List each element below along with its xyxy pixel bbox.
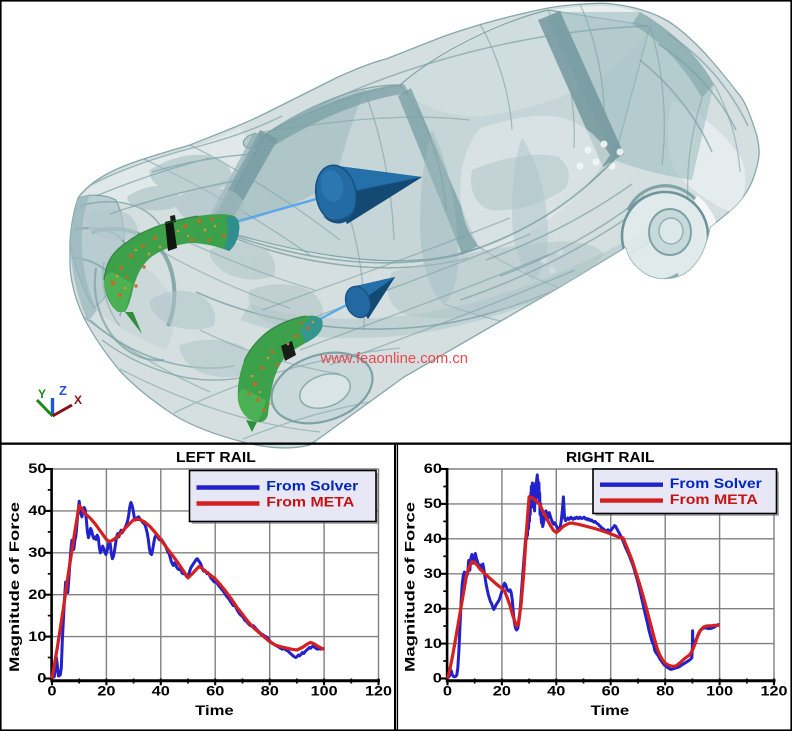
svg-text:30: 30 — [28, 544, 46, 560]
svg-text:10: 10 — [28, 628, 46, 644]
svg-text:From META: From META — [266, 495, 354, 510]
svg-text:20: 20 — [28, 586, 46, 602]
svg-text:60: 60 — [424, 460, 442, 476]
svg-text:0: 0 — [433, 670, 442, 686]
svg-text:60: 60 — [602, 682, 620, 698]
svg-text:www.feaonline.com.cn: www.feaonline.com.cn — [320, 350, 468, 367]
svg-text:20: 20 — [493, 682, 511, 698]
svg-text:Y: Y — [38, 387, 46, 401]
svg-text:80: 80 — [656, 682, 674, 698]
svg-text:40: 40 — [547, 682, 565, 698]
svg-text:Time: Time — [195, 702, 234, 718]
svg-text:40: 40 — [152, 682, 170, 698]
svg-text:50: 50 — [424, 495, 442, 511]
svg-text:120: 120 — [761, 682, 788, 698]
svg-text:40: 40 — [28, 502, 46, 518]
svg-text:From Solver: From Solver — [266, 479, 359, 494]
svg-text:20: 20 — [97, 682, 115, 698]
svg-text:0: 0 — [47, 682, 56, 698]
svg-text:0: 0 — [37, 670, 46, 686]
svg-text:Magnitude of Force: Magnitude of Force — [402, 502, 418, 672]
svg-text:50: 50 — [28, 460, 46, 476]
svg-text:Time: Time — [591, 702, 630, 718]
svg-text:X: X — [74, 393, 82, 407]
svg-text:Z: Z — [59, 383, 67, 398]
svg-text:100: 100 — [311, 682, 338, 698]
svg-text:0: 0 — [443, 682, 452, 698]
svg-text:LEFT RAIL: LEFT RAIL — [176, 450, 256, 466]
svg-text:40: 40 — [424, 530, 442, 546]
svg-text:From META: From META — [670, 492, 758, 507]
svg-text:80: 80 — [261, 682, 279, 698]
svg-text:From Solver: From Solver — [670, 476, 763, 491]
svg-text:Magnitude of Force: Magnitude of Force — [6, 502, 22, 672]
svg-text:100: 100 — [706, 682, 733, 698]
svg-text:RIGHT RAIL: RIGHT RAIL — [566, 450, 655, 466]
svg-text:30: 30 — [424, 565, 442, 581]
svg-text:20: 20 — [424, 600, 442, 616]
svg-text:120: 120 — [365, 682, 392, 698]
svg-text:60: 60 — [206, 682, 224, 698]
svg-text:10: 10 — [424, 635, 442, 651]
